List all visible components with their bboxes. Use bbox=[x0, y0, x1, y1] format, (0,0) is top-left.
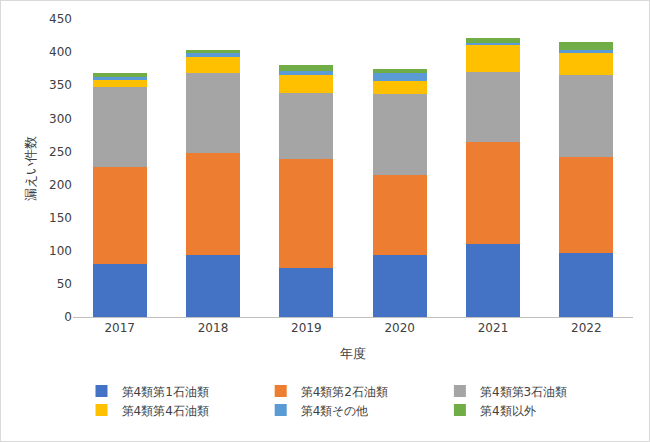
svg-text:2022: 2022 bbox=[571, 321, 602, 335]
svg-text:第4類以外: 第4類以外 bbox=[480, 404, 536, 418]
svg-text:100: 100 bbox=[49, 244, 72, 258]
svg-text:第4類第1石油類: 第4類第1石油類 bbox=[122, 385, 209, 399]
svg-text:2021: 2021 bbox=[478, 321, 509, 335]
svg-text:300: 300 bbox=[49, 112, 72, 126]
svg-text:400: 400 bbox=[49, 45, 72, 59]
svg-text:第4類第4石油類: 第4類第4石油類 bbox=[122, 404, 209, 418]
svg-text:350: 350 bbox=[49, 78, 72, 92]
svg-text:150: 150 bbox=[49, 211, 72, 225]
svg-text:第4類第2石油類: 第4類第2石油類 bbox=[301, 385, 388, 399]
svg-text:0: 0 bbox=[64, 310, 72, 324]
svg-text:50: 50 bbox=[57, 277, 72, 291]
svg-text:2017: 2017 bbox=[104, 321, 135, 335]
svg-text:漏えい件数: 漏えい件数 bbox=[23, 136, 38, 201]
svg-text:第4類第3石油類: 第4類第3石油類 bbox=[480, 385, 567, 399]
svg-text:年度: 年度 bbox=[340, 346, 366, 361]
svg-text:2019: 2019 bbox=[291, 321, 322, 335]
svg-text:450: 450 bbox=[49, 12, 72, 26]
svg-text:2020: 2020 bbox=[384, 321, 415, 335]
svg-text:2018: 2018 bbox=[198, 321, 229, 335]
svg-text:第4類その他: 第4類その他 bbox=[301, 404, 369, 418]
svg-text:200: 200 bbox=[49, 178, 72, 192]
svg-text:250: 250 bbox=[49, 145, 72, 159]
